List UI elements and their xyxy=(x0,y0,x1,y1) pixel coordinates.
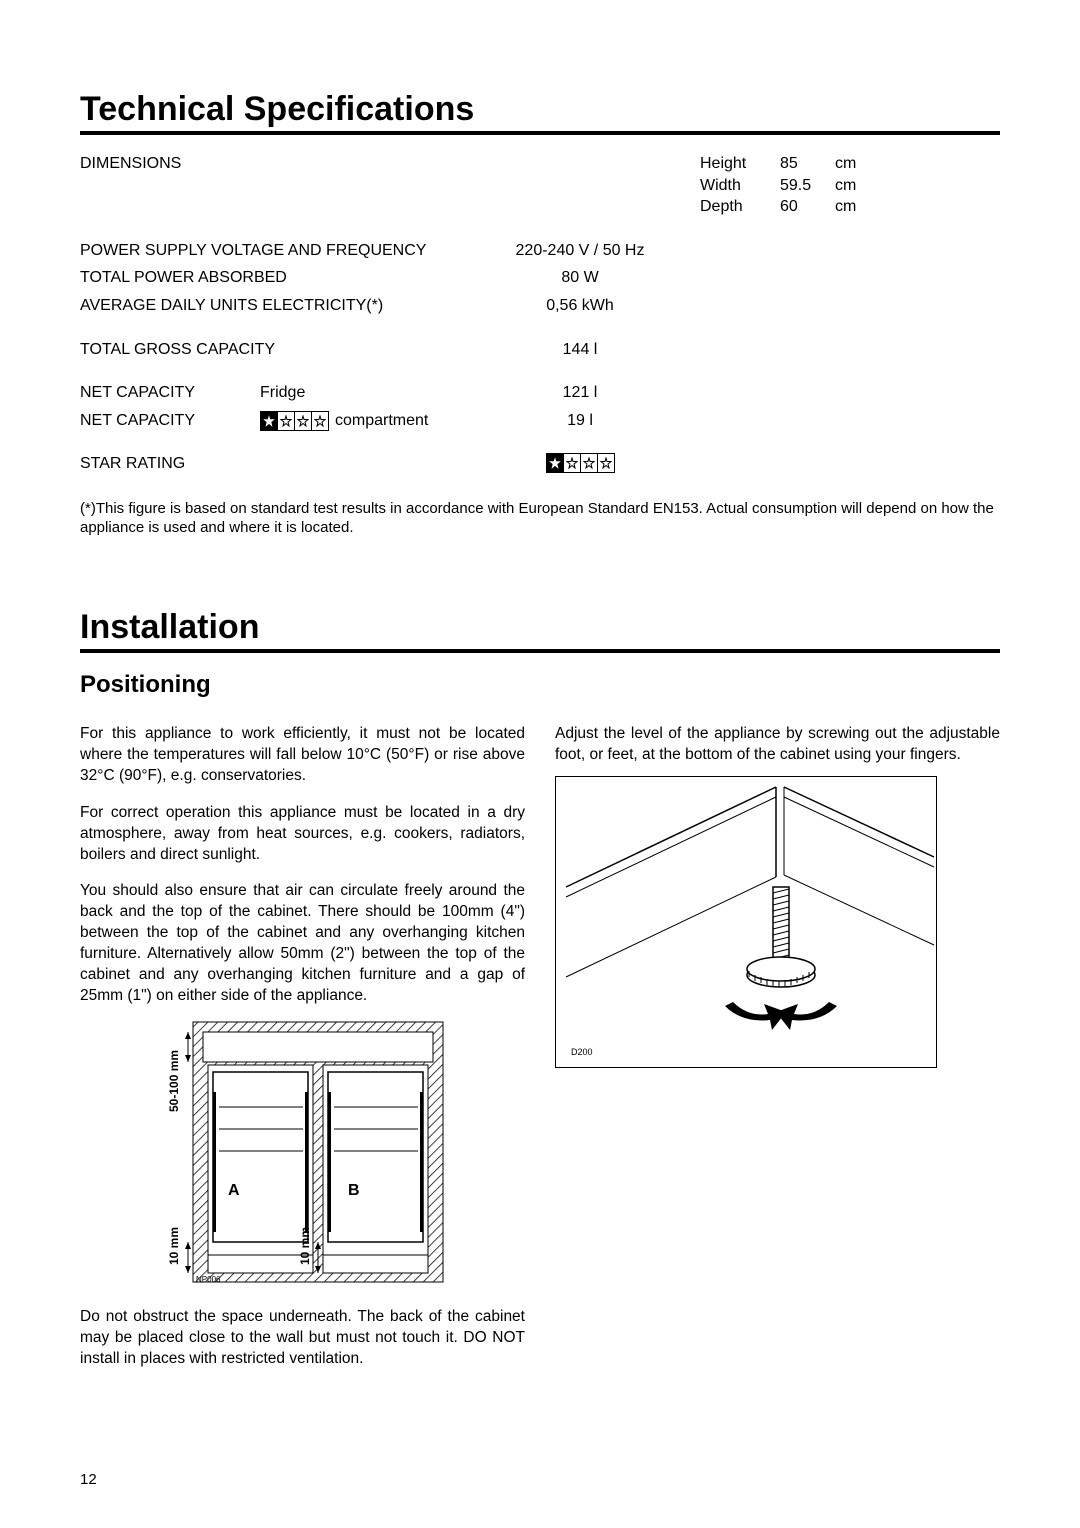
spec-row-power: POWER SUPPLY VOLTAGE AND FREQUENCY 220-2… xyxy=(80,240,1000,262)
spec-label: NET CAPACITY xyxy=(80,410,260,432)
spec-value: 220-240 V / 50 Hz xyxy=(500,240,660,262)
spec-label: TOTAL GROSS CAPACITY xyxy=(80,339,500,361)
spec-value: 144 l xyxy=(500,339,660,361)
dim-value: 85 xyxy=(780,153,835,175)
left-column: For this appliance to work efficiently, … xyxy=(80,709,525,1380)
positioning-p2: For correct operation this appliance mus… xyxy=(80,803,525,866)
spec-table: DIMENSIONS Height 85 cm Width 59.5 cm De… xyxy=(80,153,1000,477)
d1-gap-a-label: 10 mm xyxy=(167,1226,181,1264)
d1-label-a: A xyxy=(228,1182,240,1199)
spec-row-gross: TOTAL GROSS CAPACITY 144 l xyxy=(80,339,1000,361)
dim-label: Width xyxy=(700,175,780,197)
spec-row-absorbed: TOTAL POWER ABSORBED 80 W xyxy=(80,267,1000,289)
spec-footnote: (*)This figure is based on standard test… xyxy=(80,499,1000,538)
d2-code: D200 xyxy=(571,1047,593,1057)
spec-label: STAR RATING xyxy=(80,453,500,477)
two-column-layout: For this appliance to work efficiently, … xyxy=(80,709,1000,1380)
dim-value: 59.5 xyxy=(780,175,835,197)
spec-value: 19 l xyxy=(500,410,660,432)
spec-value: 0,56 kWh xyxy=(500,295,660,317)
spec-row-net-fridge: NET CAPACITY Fridge 121 l xyxy=(80,382,1000,404)
d1-code: NP006 xyxy=(196,1275,221,1284)
levelling-diagram: D200 xyxy=(555,776,1000,1073)
spec-value: 80 W xyxy=(500,267,660,289)
heading-rule xyxy=(80,131,1000,135)
d1-gap-b-label: 10 mm xyxy=(298,1226,312,1264)
dim-row-height: Height 85 cm xyxy=(700,153,875,175)
right-column: Adjust the level of the appliance by scr… xyxy=(555,709,1000,1380)
heading-rule xyxy=(80,649,1000,653)
dim-unit: cm xyxy=(835,175,875,197)
dimensions-table: Height 85 cm Width 59.5 cm Depth 60 cm xyxy=(700,153,875,218)
star-rating-icon xyxy=(260,411,329,431)
dim-row-depth: Depth 60 cm xyxy=(700,196,875,218)
d1-label-b: B xyxy=(348,1182,360,1199)
spec-sublabel: compartment xyxy=(260,410,500,432)
clearance-diagram: 50-100 mm 10 mm 10 mm A B NP006 xyxy=(80,1017,525,1292)
compartment-text: compartment xyxy=(335,410,428,432)
star-rating-icon xyxy=(546,453,615,473)
dim-unit: cm xyxy=(835,153,875,175)
installation-heading: Installation xyxy=(80,608,1000,647)
spec-row-dimensions: DIMENSIONS Height 85 cm Width 59.5 cm De… xyxy=(80,153,1000,218)
positioning-p3: You should also ensure that air can circ… xyxy=(80,881,525,1007)
tech-specs-heading: Technical Specifications xyxy=(80,90,1000,129)
positioning-heading: Positioning xyxy=(80,671,1000,699)
spec-label: NET CAPACITY xyxy=(80,382,260,404)
spec-label: TOTAL POWER ABSORBED xyxy=(80,267,500,289)
spec-label: POWER SUPPLY VOLTAGE AND FREQUENCY xyxy=(80,240,500,262)
spec-label: DIMENSIONS xyxy=(80,153,500,218)
spec-label: AVERAGE DAILY UNITS ELECTRICITY(*) xyxy=(80,295,500,317)
d1-gap-top-label: 50-100 mm xyxy=(167,1049,181,1111)
positioning-p1: For this appliance to work efficiently, … xyxy=(80,724,525,787)
dim-label: Depth xyxy=(700,196,780,218)
spec-row-avg-daily: AVERAGE DAILY UNITS ELECTRICITY(*) 0,56 … xyxy=(80,295,1000,317)
page-number: 12 xyxy=(80,1471,97,1488)
spec-sublabel: Fridge xyxy=(260,382,500,404)
positioning-p4: Do not obstruct the space underneath. Th… xyxy=(80,1307,525,1370)
dim-value: 60 xyxy=(780,196,835,218)
spec-value: 121 l xyxy=(500,382,660,404)
spec-row-star: STAR RATING xyxy=(80,453,1000,477)
spec-row-net-compartment: NET CAPACITY compartment 19 l xyxy=(80,410,1000,432)
dim-unit: cm xyxy=(835,196,875,218)
positioning-p5: Adjust the level of the appliance by scr… xyxy=(555,724,1000,766)
dim-row-width: Width 59.5 cm xyxy=(700,175,875,197)
dim-label: Height xyxy=(700,153,780,175)
